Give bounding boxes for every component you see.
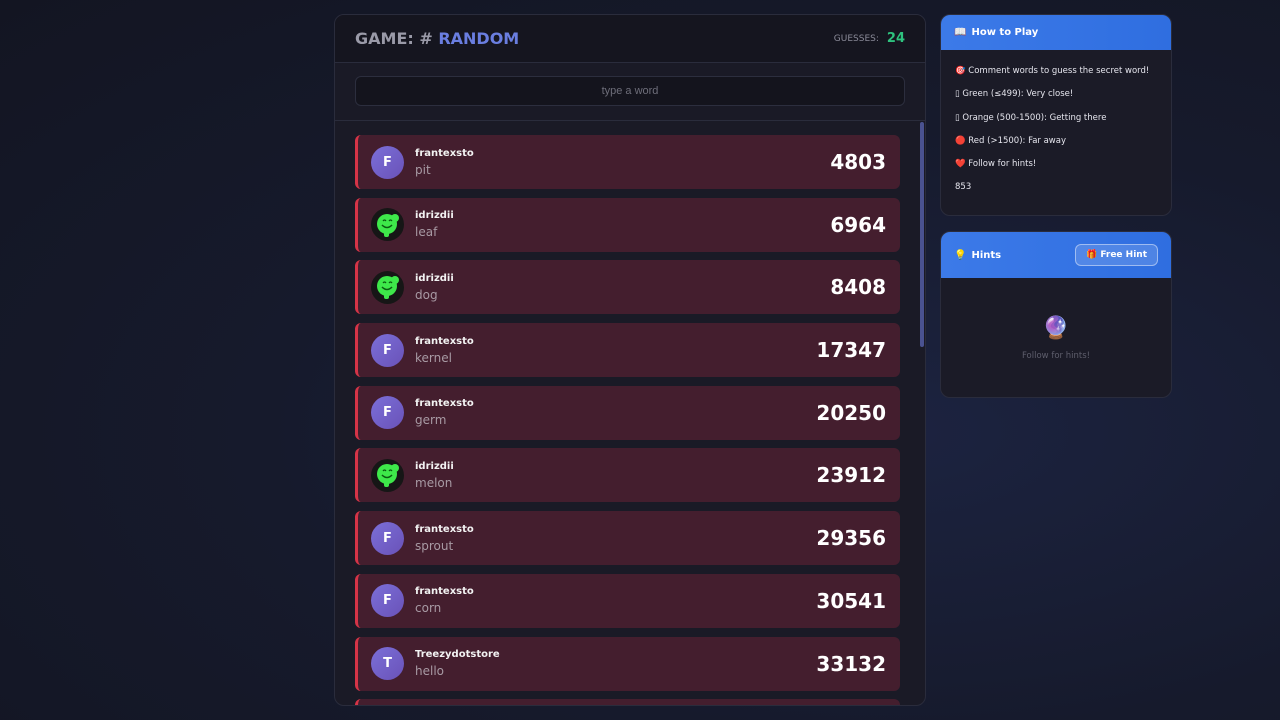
guessed-word: leaf <box>415 225 438 240</box>
game-mode: RANDOM <box>438 29 520 48</box>
guessed-word: kernel <box>415 350 452 365</box>
guessed-word: germ <box>415 413 447 428</box>
guess-row: idrizdii dog 8408 <box>355 260 900 315</box>
guess-row: idrizdii melon 23912 <box>355 448 900 503</box>
avatar: F <box>371 521 404 555</box>
rule-item: 🔴 Red (>1500): Far away <box>955 135 1067 146</box>
guesses-label: GUESSES: <box>833 33 879 44</box>
guess-score: 33132 <box>816 651 886 676</box>
avatar: F <box>371 584 404 618</box>
guess-score: 20250 <box>816 400 886 425</box>
guess-score: 17347 <box>816 338 886 363</box>
how-to-play-card: 📖 How to Play 🎯 Comment words to guess th… <box>940 14 1172 216</box>
avatar: F <box>371 333 404 367</box>
gift-icon: 🎁 <box>1085 250 1098 260</box>
game-title: GAME: # RANDOM <box>355 29 519 48</box>
rule-item: ▯ Green (≤499): Very close! <box>955 89 1074 100</box>
guessed-word: sprout <box>415 538 454 553</box>
hints-title: Hints <box>971 249 1002 261</box>
username: idrizdii <box>415 210 454 222</box>
bulb-icon: 💡 <box>954 249 967 261</box>
guessed-word: pit <box>415 162 431 177</box>
guessed-word: hello <box>415 664 444 678</box>
book-icon: 📖 <box>954 27 967 38</box>
guess-score: 6964 <box>830 212 886 237</box>
avatar <box>371 458 404 492</box>
avatar: F <box>371 145 404 179</box>
guess-score: 29356 <box>816 526 886 551</box>
rule-item: ❤️ Follow for hints! <box>955 159 1037 170</box>
guess-row: T Treezydotstore hello 33132 <box>355 636 900 691</box>
guess-score: 4803 <box>830 150 886 174</box>
guessed-word: melon <box>415 475 453 490</box>
word-input[interactable] <box>355 76 905 106</box>
guess-score: 23912 <box>816 463 886 488</box>
guesses-count: 24 <box>886 31 905 46</box>
avatar: F <box>371 396 404 430</box>
rule-item: 🎯 Comment words to guess the secret word… <box>955 66 1150 76</box>
crystal-ball-icon: 🔮 <box>1042 315 1070 341</box>
guessed-word: dog <box>415 287 438 302</box>
avatar: T <box>371 647 404 680</box>
rule-item: 853 <box>955 182 972 193</box>
username: idrizdii <box>415 460 454 472</box>
hints-card: 💡 Hints 🎁 Free Hint 🔮 Follow for hints! <box>940 231 1172 398</box>
guessed-word: corn <box>415 601 442 616</box>
hints-empty-text: Follow for hints! <box>1021 350 1091 361</box>
guess-score: 8408 <box>830 275 886 300</box>
username: Treezydotstore <box>415 649 500 660</box>
username: frantexsto <box>415 398 474 410</box>
free-hint-button[interactable]: 🎁 Free Hint <box>1074 244 1158 266</box>
guess-row: idrizdii leaf 6964 <box>355 197 900 252</box>
title-prefix: GAME: # <box>355 29 433 48</box>
username: idrizdii <box>415 272 454 284</box>
guess-counter: GUESSES: 24 <box>834 31 905 46</box>
how-to-play-title: How to Play <box>971 27 1039 38</box>
username: frantexsto <box>415 335 474 347</box>
username: frantexsto <box>415 147 474 159</box>
green-face-icon <box>376 213 399 237</box>
green-face-icon <box>376 276 399 300</box>
rule-item: ▯ Orange (500-1500): Getting there <box>955 112 1107 123</box>
scrollbar[interactable] <box>920 122 924 347</box>
username: frantexsto <box>415 523 474 535</box>
free-hint-label: Free Hint <box>1100 250 1147 260</box>
guess-score: 30541 <box>816 588 886 613</box>
avatar <box>371 270 404 304</box>
username: frantexsto <box>415 586 474 598</box>
green-face-icon <box>376 464 399 488</box>
avatar <box>371 208 404 242</box>
game-header: GAME: # RANDOM GUESSES: 24 <box>335 15 925 63</box>
guess-row <box>355 699 900 705</box>
